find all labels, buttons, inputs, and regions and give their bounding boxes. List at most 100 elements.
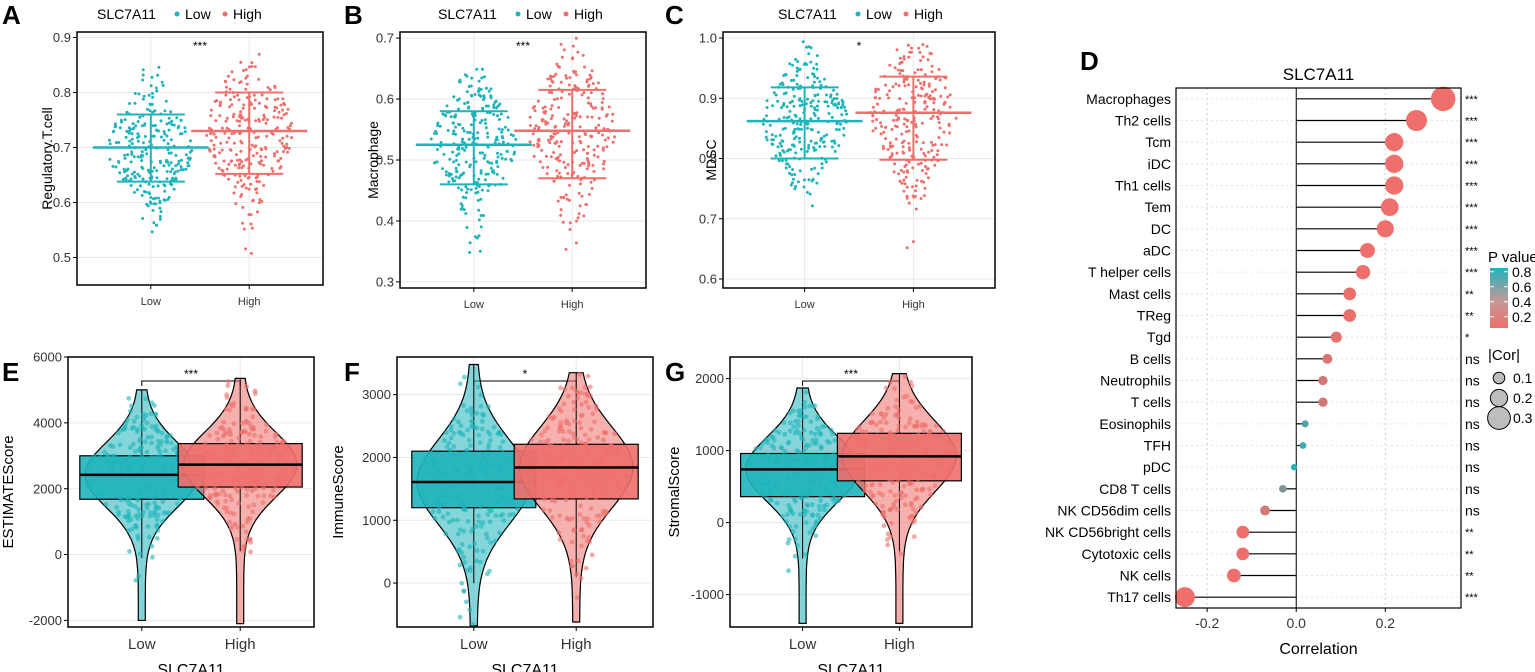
data-point [231, 115, 235, 119]
data-point [94, 476, 100, 481]
data-point [563, 497, 569, 503]
data-point [787, 115, 791, 119]
data-point [237, 166, 241, 170]
data-point [816, 76, 819, 80]
data-point [282, 101, 286, 105]
data-point [602, 476, 608, 482]
data-point [829, 93, 833, 97]
data-point [776, 477, 781, 483]
data-point [600, 459, 606, 464]
data-point [825, 438, 830, 444]
data-point [281, 136, 285, 140]
data-point [222, 431, 227, 437]
data-point [804, 442, 809, 448]
data-point [824, 502, 829, 508]
data-point [810, 167, 813, 171]
data-point [796, 60, 800, 63]
data-point [236, 500, 241, 506]
data-point [535, 445, 540, 451]
data-point [151, 91, 154, 95]
data-point [486, 472, 491, 477]
data-point [508, 460, 514, 465]
data-point [910, 506, 916, 512]
data-point [925, 432, 931, 438]
data-point [442, 438, 447, 443]
data-point [818, 493, 824, 499]
data-point [476, 513, 481, 519]
data-point [117, 141, 121, 144]
y-axis-label: Macrophage [365, 121, 381, 199]
data-point [803, 389, 809, 395]
data-point [461, 506, 466, 512]
data-point [218, 471, 223, 477]
data-point [596, 81, 600, 85]
data-point [455, 531, 461, 537]
data-point [155, 429, 161, 434]
data-point [579, 402, 584, 407]
data-point [204, 469, 210, 475]
data-point [778, 133, 782, 137]
data-point [540, 119, 544, 123]
data-point [220, 148, 224, 152]
data-point [178, 132, 182, 136]
data-point [804, 493, 810, 499]
data-point [168, 440, 174, 446]
data-point [519, 471, 525, 476]
y-tick-label: 2000 [695, 371, 724, 386]
data-point [214, 119, 218, 123]
data-point [429, 451, 435, 456]
data-point [167, 195, 171, 199]
data-point [462, 129, 466, 133]
data-point [810, 179, 814, 183]
data-point [810, 204, 814, 208]
row-label: Tgd [1147, 329, 1171, 345]
data-point [259, 464, 264, 470]
data-point [579, 456, 585, 462]
data-point [564, 193, 568, 197]
data-point [809, 101, 813, 105]
data-point [931, 473, 937, 479]
data-point [239, 420, 245, 426]
data-point [265, 134, 269, 138]
data-point [931, 143, 935, 147]
data-point [829, 479, 834, 485]
row-label: Eosinophils [1099, 416, 1171, 432]
data-point [805, 456, 810, 462]
data-point [801, 103, 805, 107]
data-point [911, 464, 916, 470]
data-point [544, 473, 549, 479]
data-point [937, 136, 941, 139]
data-point [764, 130, 768, 134]
data-point [842, 126, 846, 130]
data-point [923, 73, 927, 77]
data-point [549, 107, 553, 111]
data-point [237, 98, 241, 102]
data-point [273, 98, 277, 102]
data-point [922, 152, 926, 155]
data-point [860, 446, 866, 452]
data-point [500, 130, 504, 134]
data-point [936, 117, 940, 121]
row-significance: ns [1465, 416, 1480, 432]
data-point [580, 194, 584, 198]
data-point [259, 162, 262, 166]
data-point [236, 93, 240, 97]
data-point [901, 441, 907, 447]
data-point [574, 571, 580, 577]
data-point [875, 461, 881, 467]
data-point [155, 223, 158, 227]
data-point [550, 91, 554, 95]
data-point [888, 156, 892, 160]
data-point [585, 373, 591, 379]
data-point [914, 85, 918, 89]
data-point [161, 490, 166, 496]
data-point [477, 208, 481, 212]
data-point [798, 117, 802, 121]
data-point [451, 444, 457, 449]
y-tick-label: 0.3 [376, 274, 394, 289]
data-point [258, 451, 264, 457]
panel-letter: C [665, 0, 684, 30]
data-point [799, 147, 803, 151]
data-point [286, 450, 291, 456]
data-point [133, 175, 137, 178]
